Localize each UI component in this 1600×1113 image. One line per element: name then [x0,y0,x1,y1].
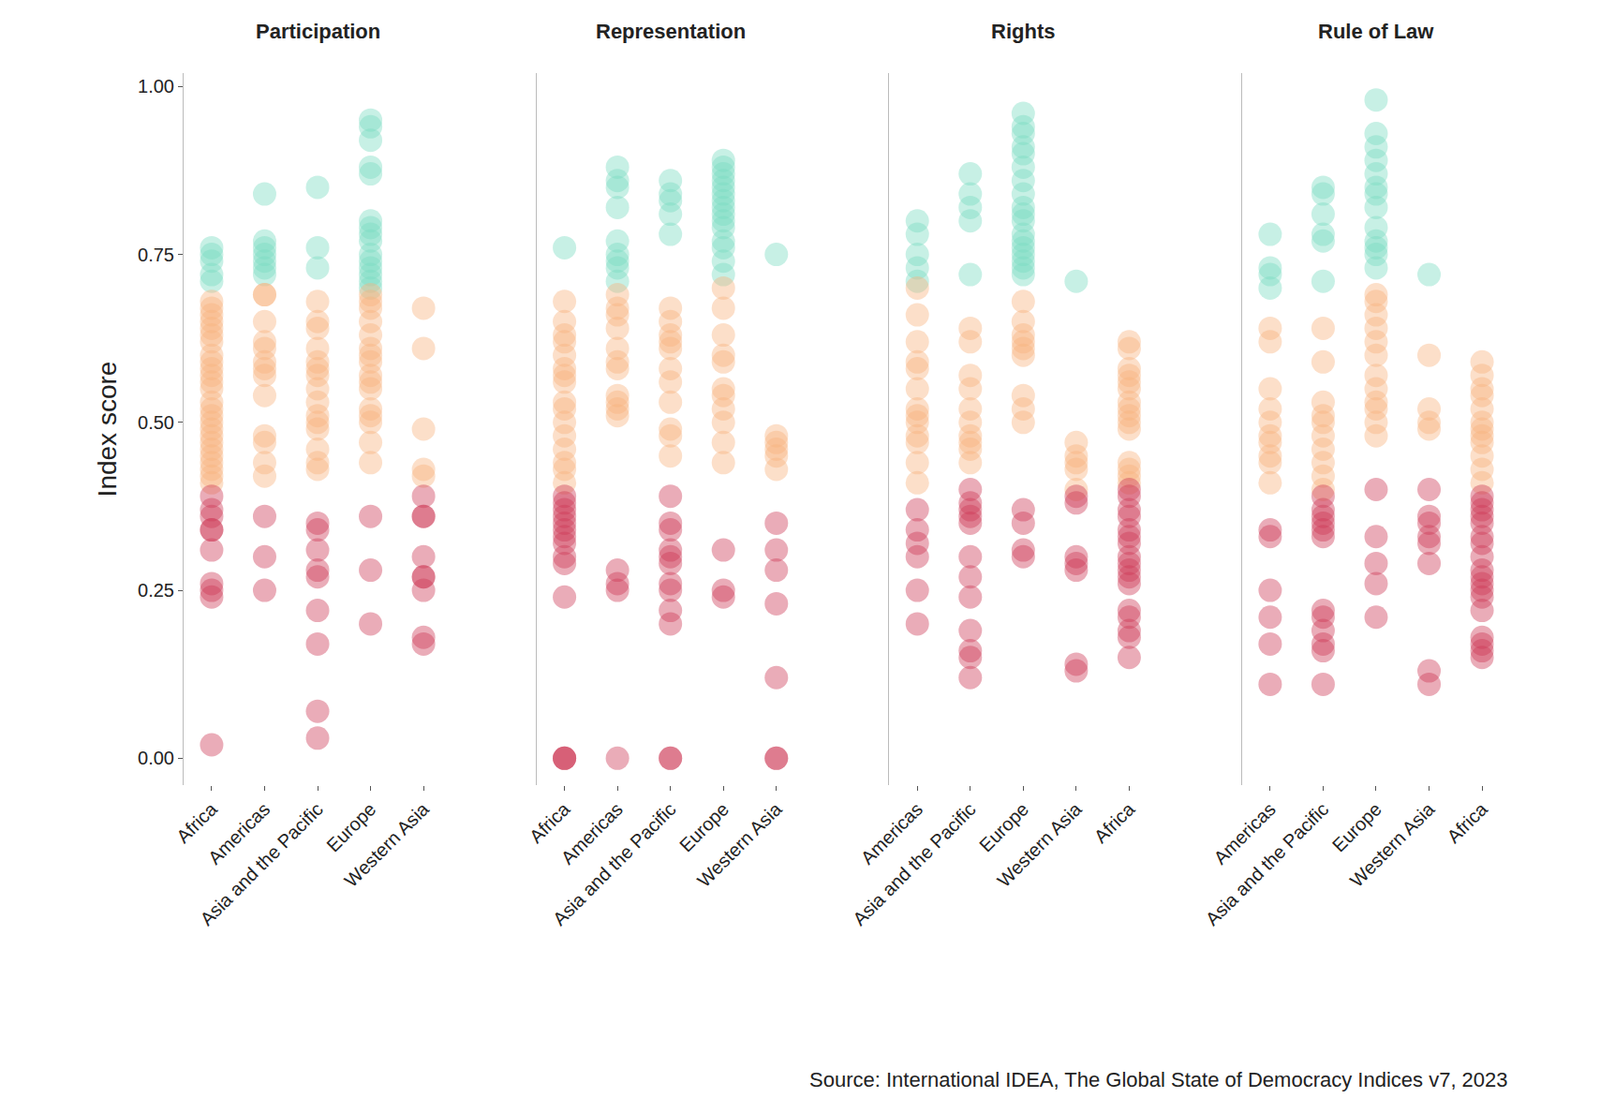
svg-text:Americas: Americas [557,798,628,869]
svg-text:Asia and the Pacific: Asia and the Pacific [848,798,980,930]
svg-text:Western Asia: Western Asia [1346,798,1439,891]
svg-text:0.75: 0.75 [137,244,175,266]
svg-text:0.25: 0.25 [137,579,175,601]
svg-text:Rule of Law: Rule of Law [1318,19,1435,44]
svg-text:Index score: Index score [92,361,122,498]
svg-text:Asia and the Pacific: Asia and the Pacific [1201,798,1334,930]
svg-text:Africa: Africa [1090,798,1140,847]
svg-text:Western Asia: Western Asia [992,798,1086,891]
svg-text:Americas: Americas [1209,798,1280,869]
svg-text:Source: International IDEA, Th: Source: International IDEA, The Global S… [809,1067,1509,1092]
svg-text:Americas: Americas [204,798,275,869]
svg-text:Africa: Africa [1442,798,1492,847]
svg-text:Representation: Representation [595,19,746,44]
svg-text:0.00: 0.00 [137,747,175,769]
svg-text:Europe: Europe [322,798,380,856]
svg-text:Europe: Europe [975,798,1033,856]
svg-text:Asia and the Pacific: Asia and the Pacific [548,798,681,930]
svg-text:Participation: Participation [255,19,381,44]
svg-text:Western Asia: Western Asia [693,798,786,891]
svg-text:Africa: Africa [172,798,222,847]
svg-text:Africa: Africa [525,798,575,847]
svg-text:Americas: Americas [857,798,928,869]
svg-text:Rights: Rights [991,19,1055,44]
svg-text:Europe: Europe [1328,798,1386,856]
svg-text:Asia and the Pacific: Asia and the Pacific [195,798,327,930]
svg-text:Europe: Europe [675,798,733,856]
svg-text:1.00: 1.00 [137,75,175,97]
svg-text:Western Asia: Western Asia [340,798,433,891]
svg-text:0.50: 0.50 [137,412,175,433]
